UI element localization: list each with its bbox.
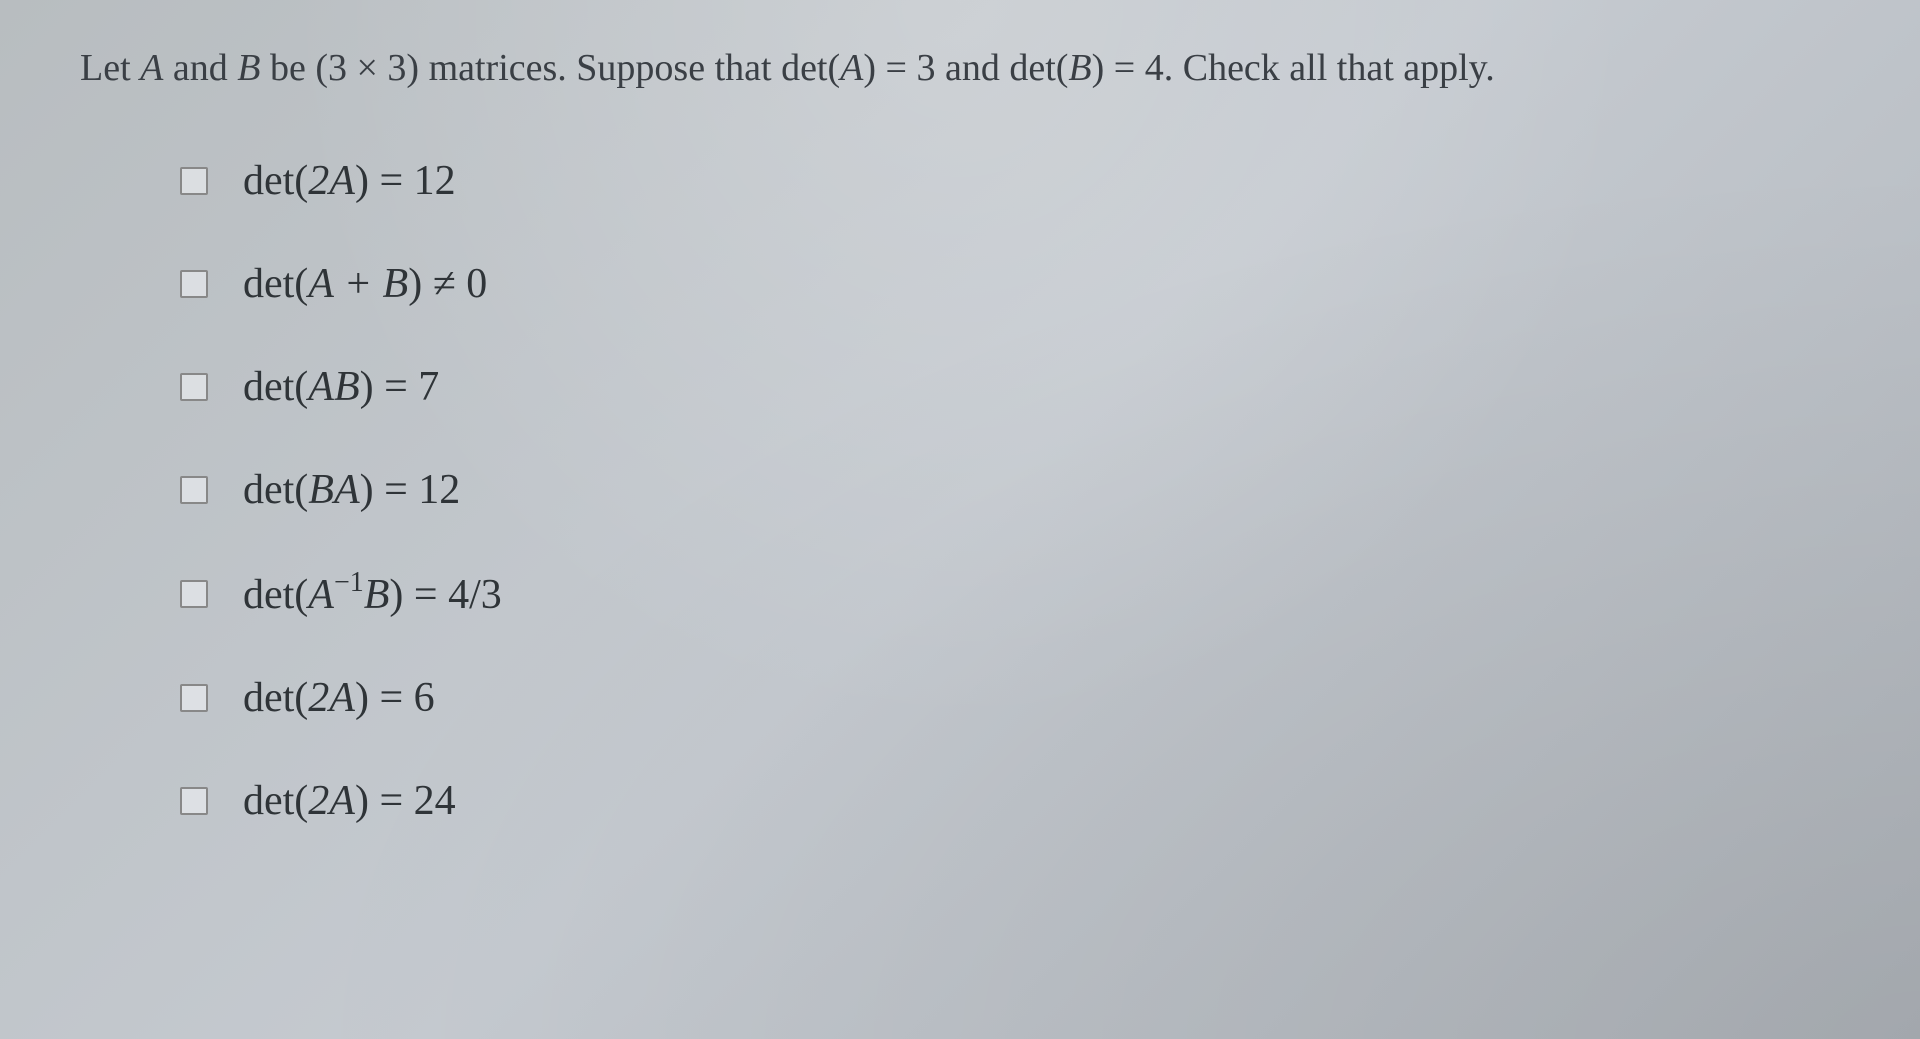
option-text-1: det(2A) = 12: [243, 157, 456, 205]
q-matrices: matrices. Suppose that: [419, 47, 781, 89]
q-val1: 3: [916, 47, 935, 89]
option-row-1: det(2A) = 12: [180, 157, 1840, 205]
q-detB-close: ): [1092, 47, 1105, 89]
checkbox-4[interactable]: [180, 476, 208, 504]
option-text-6: det(2A) = 6: [243, 674, 435, 722]
q-suffix: . Check all that apply.: [1164, 47, 1495, 89]
option-text-7: det(2A) = 24: [243, 777, 456, 825]
option-text-2: det(A + B) ≠ 0: [243, 260, 487, 308]
option-row-5: det(A−1B) = 4/3: [180, 569, 1840, 619]
q-detA-close: ): [863, 47, 876, 89]
q-val2: 4: [1145, 47, 1164, 89]
option-row-4: det(BA) = 12: [180, 466, 1840, 514]
options-list: det(2A) = 12 det(A + B) ≠ 0 det(AB) = 7 …: [80, 157, 1840, 825]
checkbox-7[interactable]: [180, 787, 208, 815]
checkbox-2[interactable]: [180, 270, 208, 298]
q-eq2: =: [1104, 47, 1144, 89]
option-text-5: det(A−1B) = 4/3: [243, 569, 502, 619]
q-and1: and: [163, 47, 237, 89]
checkbox-6[interactable]: [180, 684, 208, 712]
option-row-7: det(2A) = 24: [180, 777, 1840, 825]
question-prompt: Let A and B be (3 × 3) matrices. Suppose…: [80, 40, 1840, 97]
q-detA-var: A: [840, 47, 863, 89]
option-text-4: det(BA) = 12: [243, 466, 460, 514]
q-prefix: Let: [80, 47, 140, 89]
q-detB-var: B: [1068, 47, 1091, 89]
checkbox-5[interactable]: [180, 580, 208, 608]
checkbox-1[interactable]: [180, 167, 208, 195]
option-row-6: det(2A) = 6: [180, 674, 1840, 722]
q-detA: det(: [781, 47, 840, 89]
q-eq1: =: [876, 47, 916, 89]
q-be: be: [260, 47, 315, 89]
option-row-2: det(A + B) ≠ 0: [180, 260, 1840, 308]
q-detB: det(: [1009, 47, 1068, 89]
checkbox-3[interactable]: [180, 373, 208, 401]
option-row-3: det(AB) = 7: [180, 363, 1840, 411]
q-dim: (3 × 3): [315, 47, 419, 89]
option-text-3: det(AB) = 7: [243, 363, 439, 411]
q-and2: and: [935, 47, 1009, 89]
q-varB: B: [237, 47, 260, 89]
q-varA: A: [140, 47, 163, 89]
